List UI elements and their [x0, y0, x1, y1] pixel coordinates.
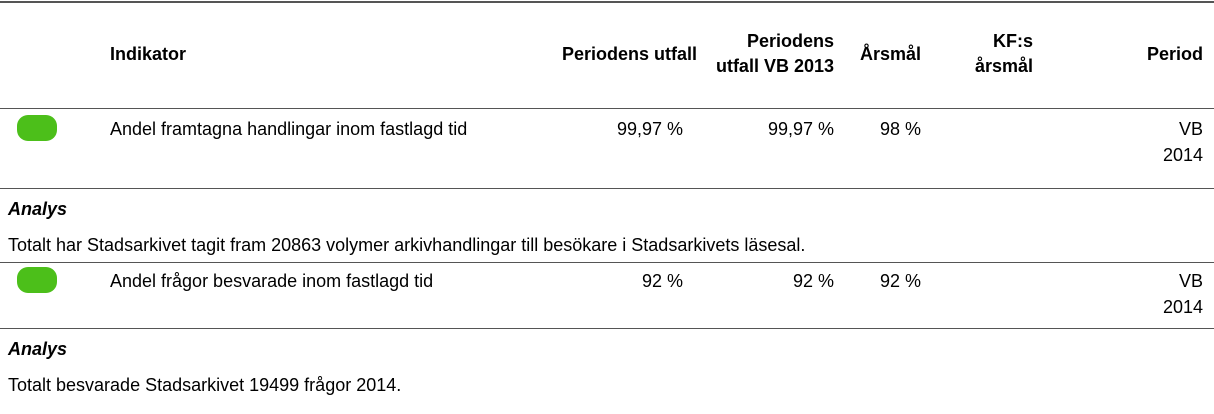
- analysis-label: Analys: [8, 199, 68, 219]
- value-cell: 98 %: [879, 119, 921, 139]
- row-border: [0, 262, 1214, 263]
- header-cell: KF:s årsmål: [974, 31, 1033, 76]
- header-cell: Periodens utfall: [561, 43, 697, 64]
- row-border: [0, 188, 1214, 189]
- header-cell: Årsmål: [859, 43, 921, 64]
- row-border: [0, 108, 1214, 109]
- header-cell: Periodens utfall VB 2013: [715, 31, 834, 76]
- value-cell: 92 %: [792, 271, 834, 291]
- analysis-label: Analys: [8, 339, 68, 359]
- status-indicator: [17, 115, 57, 141]
- top-border: [0, 1, 1214, 3]
- period-cell: VB 2014: [1162, 119, 1203, 165]
- analysis-text: Totalt har Stadsarkivet tagit fram 20863…: [8, 235, 806, 255]
- analysis-text: Totalt besvarade Stadsarkivet 19499 fråg…: [8, 375, 402, 395]
- value-cell: 92 %: [879, 271, 921, 291]
- value-cell: 92 %: [641, 271, 683, 291]
- indicator-name: Andel framtagna handlingar inom fastlagd…: [110, 119, 468, 139]
- value-cell: 99,97 %: [616, 119, 683, 139]
- period-cell: VB 2014: [1162, 271, 1203, 317]
- row-border: [0, 328, 1214, 329]
- status-indicator: [17, 267, 57, 293]
- value-cell: 99,97 %: [767, 119, 834, 139]
- indicator-name: Andel frågor besvarade inom fastlagd tid: [110, 271, 434, 291]
- header-cell: Period: [1146, 43, 1203, 64]
- header-cell: Indikator: [110, 43, 187, 64]
